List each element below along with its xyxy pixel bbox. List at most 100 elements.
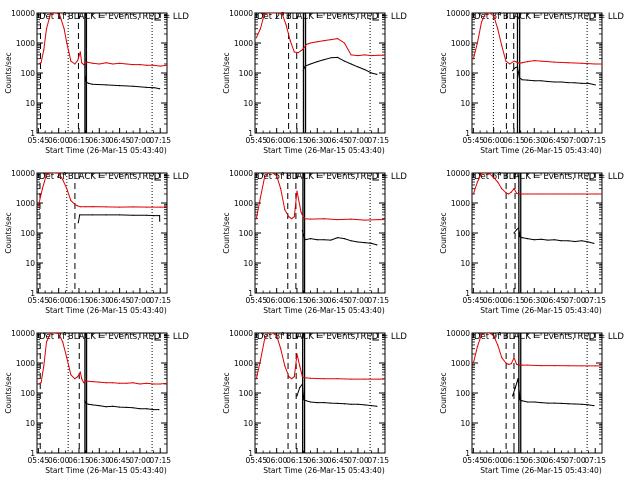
- data-point-events: [323, 239, 325, 241]
- data-point-events: [105, 84, 107, 86]
- data-point-lld: [79, 51, 81, 53]
- data-point-events: [105, 406, 107, 408]
- data-point-lld: [337, 378, 339, 380]
- data-point-lld: [45, 173, 48, 175]
- data-point-lld: [513, 357, 515, 359]
- x-tick-label: 07:15: [584, 136, 606, 145]
- data-point-lld: [74, 63, 76, 65]
- data-point-events: [343, 238, 345, 240]
- data-point-events: [84, 75, 86, 77]
- data-point-lld: [510, 191, 512, 193]
- data-point-lld: [74, 203, 76, 205]
- data-point-lld: [263, 13, 266, 15]
- data-point-lld: [493, 177, 495, 179]
- data-point-events: [301, 230, 303, 232]
- data-point-lld: [480, 173, 483, 174]
- y-axis-label: Counts/sec: [4, 372, 13, 413]
- data-point-lld: [255, 37, 257, 39]
- data-point-lld: [513, 60, 515, 62]
- x-tick-label: 06:15: [286, 136, 308, 145]
- y-tick-label: 10000: [11, 169, 35, 178]
- y-axis-label: Counts/sec: [4, 212, 13, 253]
- x-tick-label: 06:30: [523, 456, 545, 465]
- data-point-events: [119, 85, 121, 87]
- data-point-events: [521, 237, 523, 239]
- data-point-lld: [377, 378, 379, 380]
- data-point-lld: [364, 219, 366, 221]
- series-events: [84, 75, 160, 90]
- plot-frame: [471, 172, 603, 294]
- y-axis-label: Counts/sec: [4, 52, 13, 93]
- data-point-lld: [70, 374, 72, 376]
- data-point-lld: [343, 42, 345, 44]
- data-point-lld: [125, 63, 127, 65]
- x-axis-label: Start Time (26-Mar-15 05:43:40): [263, 146, 385, 155]
- x-axis-label: Start Time (26-Mar-15 05:43:40): [45, 146, 167, 155]
- data-point-lld: [350, 378, 352, 380]
- data-point-events: [159, 220, 161, 222]
- data-point-lld: [84, 62, 87, 64]
- data-point-events: [376, 73, 378, 75]
- y-tick-label: 100: [21, 229, 36, 238]
- data-point-events: [303, 399, 305, 401]
- data-point-lld: [484, 173, 487, 174]
- data-point-lld: [259, 360, 261, 362]
- data-point-lld: [54, 173, 56, 174]
- data-point-events: [323, 402, 325, 404]
- chart-title: Det 6f BLACK = Events, RED = LLD: [474, 172, 624, 182]
- data-point-lld: [159, 206, 161, 208]
- data-point-lld: [384, 219, 385, 221]
- y-tick-label: 100: [456, 389, 471, 398]
- corner-mark: [589, 14, 596, 21]
- data-point-lld: [272, 173, 274, 174]
- x-tick-label: 06:00: [48, 456, 70, 465]
- data-point-events: [364, 69, 366, 71]
- data-point-lld: [350, 54, 352, 56]
- data-point-events: [357, 241, 359, 243]
- x-tick-label: 07:15: [584, 296, 606, 305]
- x-tick-label: 05:45: [246, 456, 268, 465]
- data-point-events: [87, 82, 90, 84]
- series-lld: [255, 173, 385, 221]
- data-point-lld: [581, 193, 583, 195]
- data-point-lld: [299, 365, 301, 367]
- x-tick-label: 06:15: [503, 456, 525, 465]
- x-tick-label: 05:45: [28, 296, 50, 305]
- y-tick-label: 10: [460, 419, 470, 428]
- x-tick-label: 07:00: [129, 456, 151, 465]
- data-point-lld: [323, 218, 325, 220]
- x-axis-label: Start Time (26-Mar-15 05:43:40): [45, 306, 167, 315]
- data-point-lld: [105, 206, 107, 208]
- x-tick-label: 07:00: [129, 296, 151, 305]
- data-point-lld: [267, 333, 270, 334]
- data-point-lld: [59, 15, 61, 17]
- data-point-events: [119, 406, 121, 408]
- x-tick-label: 07:00: [564, 456, 586, 465]
- x-tick-label: 07:00: [347, 296, 369, 305]
- series-events: [296, 383, 377, 407]
- data-point-events: [350, 240, 352, 242]
- data-point-lld: [472, 58, 474, 60]
- data-point-lld: [293, 376, 295, 378]
- data-point-lld: [505, 362, 507, 364]
- data-point-lld: [472, 193, 474, 195]
- data-point-lld: [288, 216, 290, 218]
- y-tick-label: 1000: [234, 359, 253, 368]
- data-point-events: [105, 214, 107, 216]
- data-point-events: [158, 409, 160, 411]
- data-point-events: [594, 84, 596, 86]
- y-tick-label: 10000: [229, 169, 253, 178]
- data-point-events: [581, 82, 583, 84]
- corner-mark: [372, 174, 379, 181]
- data-point-events: [301, 383, 303, 385]
- data-point-lld: [501, 357, 503, 359]
- data-point-lld: [83, 382, 85, 384]
- x-tick-label: 06:00: [483, 456, 505, 465]
- data-point-events: [547, 402, 549, 404]
- data-point-events: [309, 63, 312, 65]
- x-tick-label: 07:15: [149, 456, 171, 465]
- data-point-lld: [288, 376, 290, 378]
- y-axis-label: Counts/sec: [222, 52, 231, 93]
- data-point-events: [514, 67, 516, 69]
- data-point-events: [526, 401, 529, 403]
